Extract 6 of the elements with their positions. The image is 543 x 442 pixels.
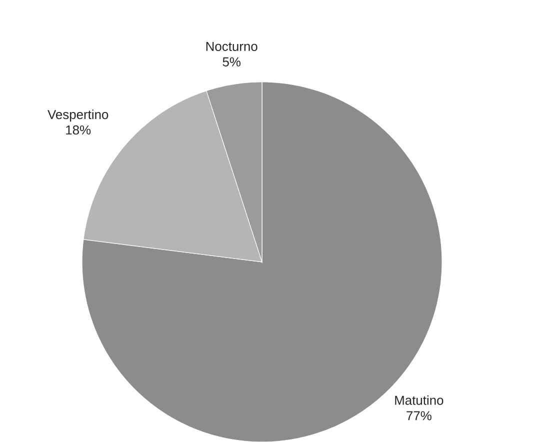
data-label: 18% — [66, 125, 91, 135]
slice-label: Nocturno — [206, 42, 258, 52]
data-label: 5% — [222, 57, 241, 66]
slice-label: Matutino — [395, 395, 444, 405]
slice-label: Vespertino — [48, 110, 108, 122]
data-label: 77% — [406, 411, 432, 420]
